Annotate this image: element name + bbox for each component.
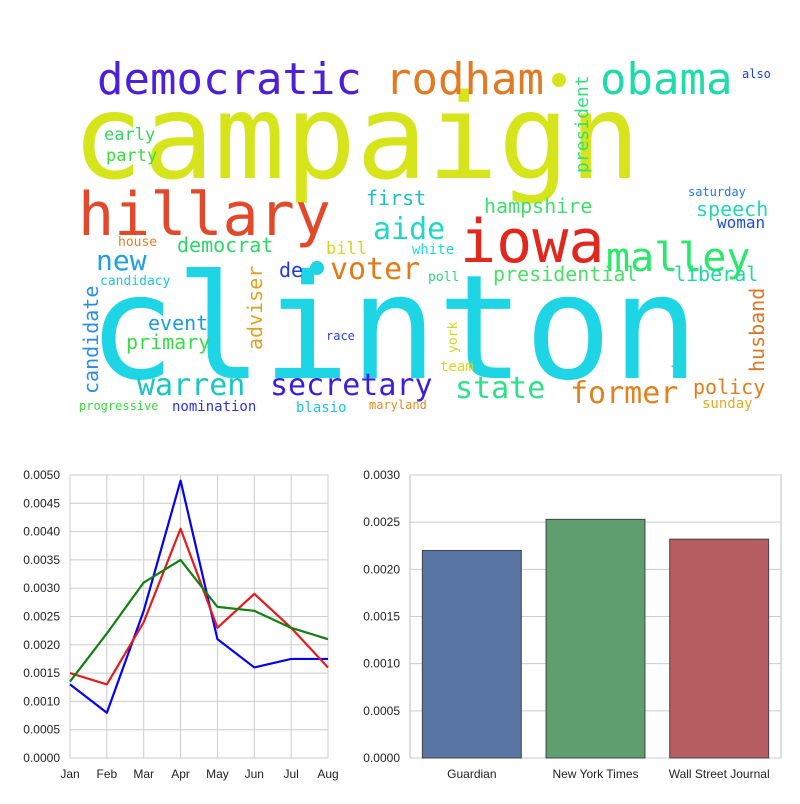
bar-y-tick-label: 0.0015 xyxy=(363,610,400,624)
word-democratic: democratic xyxy=(97,54,362,105)
word-warren: warren xyxy=(137,368,245,403)
word-white: white xyxy=(412,242,454,258)
bar-y-tick-label: 0.0025 xyxy=(363,515,400,529)
bar-x-tick-label: Wall Street Journal xyxy=(669,767,770,781)
word-obama: obama xyxy=(600,54,732,105)
word-poll: poll xyxy=(428,270,459,285)
word-clinton: clinton xyxy=(88,244,699,413)
word-team: team xyxy=(440,359,474,375)
line-y-tick-label: 0.0020 xyxy=(23,638,60,652)
word-issue: issue xyxy=(669,318,690,372)
bar-chart: 0.0000 0.0005 0.0010 0.0015 0.0020 0.0025 0.00… xyxy=(363,468,782,781)
line-chart: 0.0000 0.0005 0.0010 0.0015 0.0020 0.0025 0.00… xyxy=(23,468,338,781)
word-state: state xyxy=(455,371,545,406)
cloud-dot xyxy=(552,73,566,87)
word-secretary: secretary xyxy=(270,368,433,403)
word-former: former xyxy=(570,376,678,411)
line-y-tick-label: 0.0015 xyxy=(23,666,60,680)
word-husband: husband xyxy=(745,288,769,372)
word-nomination: nomination xyxy=(172,399,256,415)
word-adviser: adviser xyxy=(243,266,267,350)
word-new: new xyxy=(96,244,147,277)
word-event: event xyxy=(148,311,208,335)
word-woman: woman xyxy=(717,213,765,232)
line-y-tick-label: 0.0045 xyxy=(23,496,60,510)
line-x-tick-label: Feb xyxy=(97,767,118,781)
word-cloud: campaign clinton hillary iowa democratic rodh… xyxy=(72,54,771,416)
line-x-tick-label: Mar xyxy=(133,767,154,781)
line-y-tick-label: 0.0000 xyxy=(23,751,60,765)
word-speech: speech xyxy=(696,197,768,221)
bar-y-tick-label: 0.0020 xyxy=(363,562,400,576)
line-series-2 xyxy=(69,558,329,683)
word-first: first xyxy=(366,186,426,210)
word-candidacy: candidacy xyxy=(100,274,171,289)
word-candidate: candidate xyxy=(79,286,103,394)
word-de: de xyxy=(279,258,303,282)
word-also: also xyxy=(742,67,771,81)
bar-1 xyxy=(545,518,646,759)
word-sunday: sunday xyxy=(702,396,753,412)
word-early: early xyxy=(104,125,155,145)
word-presidential: presidential xyxy=(493,262,638,286)
word-hillary: hillary xyxy=(78,180,331,250)
bar-chart-panel: 0.0000 0.0005 0.0010 0.0015 0.0020 0.0025 0.00… xyxy=(350,440,800,800)
word-progressive: progressive xyxy=(79,399,158,413)
line-y-tick-label: 0.0050 xyxy=(23,468,60,482)
word-house: house xyxy=(118,235,157,250)
word-policy: policy xyxy=(693,375,765,399)
word-rodham: rodham xyxy=(385,54,544,105)
line-x-tick-label: Jul xyxy=(283,767,298,781)
word-hampshire: hampshire xyxy=(484,194,592,218)
line-y-tick-label: 0.0025 xyxy=(23,610,60,624)
word-campaign: campaign xyxy=(72,68,640,206)
bar-y-tick-label: 0.0005 xyxy=(363,704,400,718)
word-president: president xyxy=(572,75,593,173)
line-series-0 xyxy=(69,479,328,714)
line-x-tick-label: May xyxy=(206,767,229,781)
bar-y-tick-label: 0.0000 xyxy=(363,751,400,765)
word-democrat: democrat xyxy=(177,233,273,257)
bar-2 xyxy=(669,538,770,759)
cloud-dot xyxy=(310,261,324,275)
word-blasio: blasio xyxy=(296,400,347,416)
word-aide: aide xyxy=(373,212,445,247)
word-liberal: liberal xyxy=(674,262,758,286)
bar-y-tick-label: 0.0010 xyxy=(363,657,400,671)
line-y-tick-label: 0.0010 xyxy=(23,694,60,708)
word-iowa: iowa xyxy=(460,207,605,277)
line-x-tick-label: Jun xyxy=(245,767,264,781)
word-party: party xyxy=(106,146,157,166)
bar-0 xyxy=(421,549,522,759)
word-maryland: maryland xyxy=(369,398,427,412)
bar-x-tick-label: Guardian xyxy=(447,767,496,781)
line-y-tick-label: 0.0035 xyxy=(23,553,60,567)
word-bill: bill xyxy=(326,239,367,259)
line-y-tick-label: 0.0040 xyxy=(23,525,60,539)
bar-x-tick-label: New York Times xyxy=(552,767,638,781)
word-voter: voter xyxy=(330,252,420,287)
line-chart-panel: 0.0000 0.0005 0.0010 0.0015 0.0020 0.0025 0.00… xyxy=(0,440,350,800)
word-malley: malley xyxy=(606,235,751,281)
word-race: race xyxy=(326,329,355,343)
line-y-tick-label: 0.0005 xyxy=(23,723,60,737)
line-x-tick-label: Apr xyxy=(171,767,190,781)
line-x-tick-label: Jan xyxy=(60,767,79,781)
word-york: york xyxy=(446,322,461,353)
line-series-1 xyxy=(69,527,329,686)
line-y-tick-label: 0.0030 xyxy=(23,581,60,595)
word-primary: primary xyxy=(126,330,210,354)
word-saturday: saturday xyxy=(688,185,746,199)
line-x-tick-label: Aug xyxy=(317,767,338,781)
bar-y-tick-label: 0.0030 xyxy=(363,468,400,482)
